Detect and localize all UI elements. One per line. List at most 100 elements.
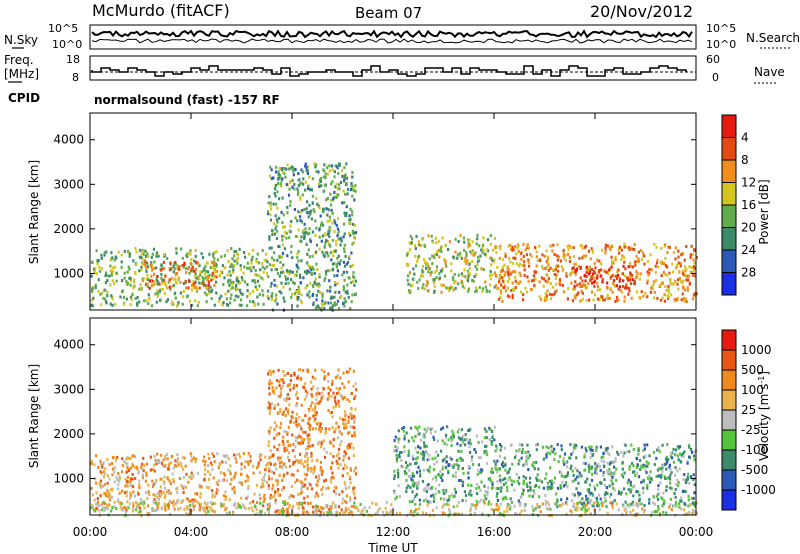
power-echo-cell [515,252,518,256]
velocity-echo-cell [483,449,486,453]
velocity-echo-cell [268,432,271,436]
velocity-echo-cell [319,510,323,514]
velocity-echo-cell [337,505,341,509]
velocity-echo-cell [332,405,335,409]
velocity-echo-cell [348,367,352,371]
power-echo-cell [315,243,319,247]
velocity-echo-cell [283,373,286,377]
power-echo-cell [540,276,543,280]
power-echo-cell [185,271,188,275]
velocity-echo-cell [509,504,512,508]
power-echo-cell [545,266,548,270]
velocity-echo-cell [546,451,549,455]
colorbar-tick-label: 8 [741,153,749,167]
velocity-echo-cell [434,475,437,479]
power-echo-cell [588,265,591,269]
velocity-echo-cell [580,474,583,478]
velocity-echo-cell [454,512,457,516]
power-echo-cell [451,276,455,280]
velocity-echo-cell [129,491,132,495]
velocity-echo-cell [284,407,288,411]
power-echo-cell [196,287,199,291]
velocity-echo-cell [495,508,498,511]
velocity-echo-cell [416,512,419,516]
velocity-echo-cell [499,480,503,484]
velocity-echo-cell [475,434,478,438]
velocity-echo-cell [240,496,243,500]
velocity-echo-cell [212,476,215,480]
colorbar-swatch [722,182,736,205]
power-echo-cell [661,281,664,285]
power-echo-cell [283,225,286,229]
power-echo-cell [421,236,424,240]
velocity-echo-cell [595,448,598,452]
power-echo-cell [177,302,180,306]
velocity-echo-cell [329,411,332,415]
velocity-echo-cell [189,475,192,479]
power-echo-cell [582,283,585,286]
power-echo-cell [592,298,595,302]
power-echo-cell [529,253,532,256]
velocity-echo-cell [300,458,303,462]
power-echo-cell [447,248,450,251]
power-echo-cell [331,221,334,225]
velocity-echo-cell [301,462,304,466]
power-echo-cell [333,281,337,284]
velocity-echo-cell [323,377,326,381]
velocity-echo-cell [661,469,664,473]
power-echo-cell [516,246,519,250]
power-echo-cell [295,290,298,294]
power-echo-cell [676,282,679,286]
velocity-echo-cell [453,494,456,498]
velocity-echo-cell [110,509,113,513]
power-echo-cell [412,278,415,281]
velocity-echo-cell [522,463,525,467]
power-echo-cell [511,293,514,297]
power-echo-cell [263,259,266,262]
velocity-echo-cell [270,370,274,374]
velocity-echo-cell [593,487,597,491]
power-echo-cell [643,254,646,258]
velocity-echo-cell [400,458,403,462]
power-echo-cell [322,168,325,172]
power-echo-cell [476,237,479,241]
velocity-echo-cell [271,390,274,393]
power-echo-cell [499,270,503,274]
power-echo-cell [615,284,618,288]
velocity-echo-cell [659,467,662,471]
velocity-echo-cell [269,426,272,430]
velocity-echo-cell [273,404,277,408]
power-echo-cell [315,262,318,266]
velocity-echo-cell [432,435,435,439]
velocity-echo-cell [423,427,426,431]
power-echo-cell [514,270,517,274]
velocity-echo-cell [583,504,587,508]
velocity-echo-cell [550,479,553,483]
velocity-echo-cell [107,490,110,494]
power-echo-cell [270,207,273,211]
velocity-echo-cell [394,435,397,439]
power-echo-cell [463,248,466,252]
power-echo-cell [302,228,305,232]
power-echo-cell [122,295,125,299]
power-echo-cell [581,297,584,301]
velocity-echo-cell [156,452,159,456]
power-echo-cell [585,285,588,289]
velocity-echo-cell [190,459,193,463]
velocity-colorbar-label: Velocity [m s-1] [757,371,771,461]
velocity-echo-cell [601,504,604,508]
velocity-echo-cell [274,501,277,505]
power-echo-cell [324,251,327,254]
velocity-echo-cell [153,469,156,473]
power-echo-cell [329,244,332,248]
power-echo-cell [574,268,577,272]
power-echo-cell [308,295,311,299]
power-echo-cell [344,290,347,294]
velocity-echo-cell [97,466,100,469]
power-echo-cell [305,242,308,246]
power-echo-cell [452,278,455,281]
velocity-echo-cell [205,506,208,510]
velocity-echo-cell [347,380,350,384]
velocity-echo-cell [545,445,548,449]
velocity-echo-cell [226,454,229,458]
